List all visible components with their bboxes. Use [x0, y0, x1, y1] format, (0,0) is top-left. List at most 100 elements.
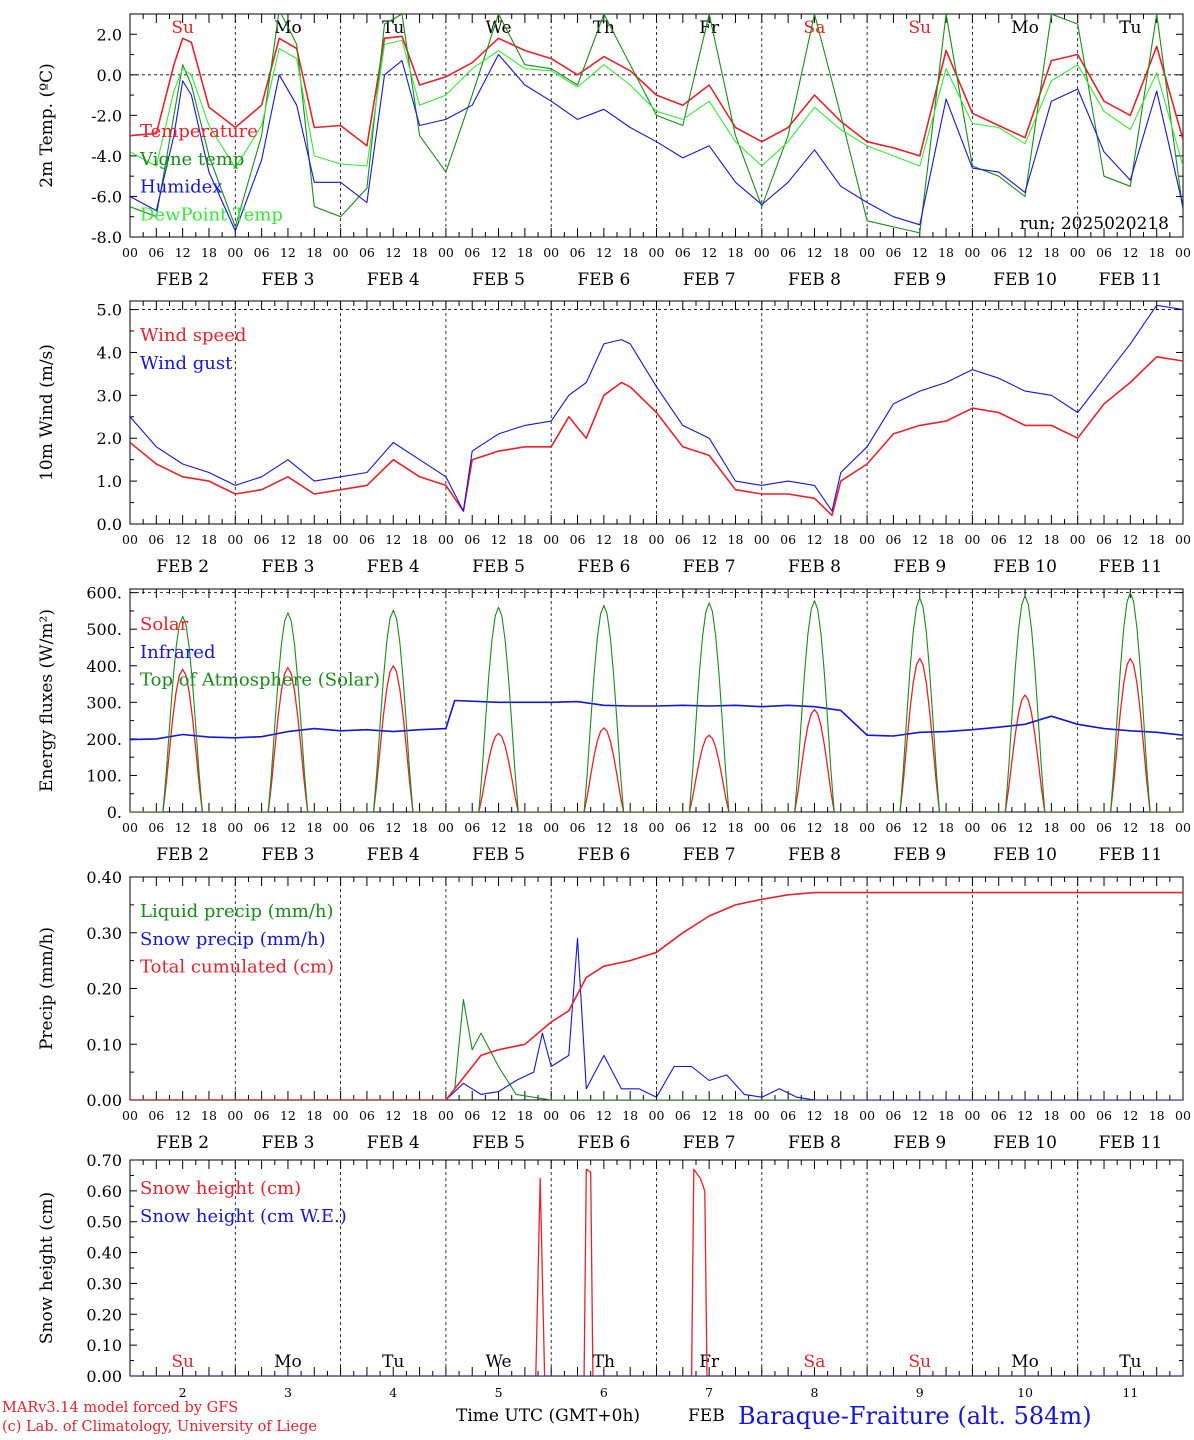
temp-hour-label: 18 — [622, 245, 638, 260]
temp-legend-entry: Vigne temp — [139, 149, 244, 170]
temp-hour-label: 18 — [728, 245, 744, 260]
energy-frame — [129, 588, 1184, 813]
precip-series-total-cumulated-cm- — [130, 891, 1183, 1100]
energy-hour-label: 12 — [280, 820, 296, 835]
precip-date-label: FEB 2 — [156, 1133, 209, 1153]
temp-hour-label: 00 — [122, 245, 138, 260]
energy-legend-entry: Infrared — [140, 642, 215, 663]
wind-hour-label: 18 — [938, 532, 954, 547]
precip-date-label: FEB 11 — [1098, 1133, 1162, 1153]
temp-hour-label: 12 — [175, 245, 191, 260]
precip-legend-entry: Total cumulated (cm) — [140, 957, 334, 978]
wind-hour-label: 06 — [359, 532, 375, 547]
temp-hour-label: 00 — [1175, 245, 1191, 260]
temp-date-label: FEB 4 — [367, 270, 420, 290]
energy-hour-label: 00 — [754, 820, 770, 835]
energy-hour-label: 00 — [333, 820, 349, 835]
precip-hour-label: 18 — [306, 1108, 322, 1123]
temp-hour-label: 06 — [254, 245, 270, 260]
energy-hour-label: 00 — [1070, 820, 1086, 835]
energy-date-label: FEB 4 — [367, 845, 420, 865]
snow-day-number: 11 — [1122, 1385, 1138, 1400]
temp-legend-entry: DewPoint Temp — [140, 204, 283, 225]
wind-hour-label: 12 — [701, 532, 717, 547]
snow-ylabel: Snow height (cm) — [37, 1192, 57, 1344]
wind-hour-label: 06 — [675, 532, 691, 547]
wind-date-label: FEB 3 — [261, 557, 314, 577]
precip-date-label: FEB 10 — [993, 1133, 1057, 1153]
wind-date-label: FEB 7 — [683, 557, 736, 577]
snow-series-snow-height-cm- — [130, 1168, 1183, 1376]
snow-ytick-label: 0.20 — [86, 1305, 122, 1324]
energy-hour-label: 00 — [1175, 820, 1191, 835]
wind-hour-label: 00 — [649, 532, 665, 547]
temp-day-name: Fr — [699, 18, 720, 38]
wind-hour-label: 06 — [464, 532, 480, 547]
wind-date-label: FEB 4 — [367, 557, 420, 577]
temp-hour-label: 06 — [885, 245, 901, 260]
wind-date-label: FEB 9 — [893, 557, 946, 577]
precip-series-snow-precip-mm-h- — [130, 937, 1183, 1100]
temp-hour-label: 00 — [227, 245, 243, 260]
precip-hour-label: 00 — [122, 1108, 138, 1123]
temp-day-name: Tu — [382, 18, 404, 38]
temp-hour-label: 00 — [649, 245, 665, 260]
precip-hour-label: 12 — [701, 1108, 717, 1123]
energy-hour-label: 18 — [517, 820, 533, 835]
temp-hour-label: 12 — [1122, 245, 1138, 260]
wind-hour-label: 06 — [148, 532, 164, 547]
precip-ytick-label: 0.20 — [86, 980, 122, 999]
precip-ytick-label: 0.10 — [86, 1035, 122, 1054]
temp-day-name: Su — [908, 18, 931, 38]
energy-hour-label: 18 — [1149, 820, 1165, 835]
wind-hour-label: 12 — [596, 532, 612, 547]
energy-hour-label: 12 — [1017, 820, 1033, 835]
precip-series-liquid-precip-mm-h- — [130, 999, 1183, 1100]
temp-legend-entry: Temperature — [140, 121, 258, 142]
energy-ytick-label: 100. — [86, 766, 122, 785]
snow-ytick-label: 0.70 — [86, 1151, 122, 1170]
energy-legend-entry: Top of Atmosphere (Solar) — [140, 670, 380, 691]
precip-hour-label: 06 — [1096, 1108, 1112, 1123]
temp-hour-label: 18 — [1149, 245, 1165, 260]
energy-hour-label: 18 — [412, 820, 428, 835]
precip-hour-label: 12 — [806, 1108, 822, 1123]
precip-hour-label: 06 — [570, 1108, 586, 1123]
wind-hour-label: 18 — [1043, 532, 1059, 547]
precip-hour-label: 06 — [780, 1108, 796, 1123]
precip-hour-label: 12 — [385, 1108, 401, 1123]
energy-hour-label: 12 — [491, 820, 507, 835]
wind-hour-label: 18 — [517, 532, 533, 547]
wind-hour-label: 00 — [543, 532, 559, 547]
energy-ylabel: Energy fluxes (W/m²) — [37, 609, 57, 792]
energy-hour-label: 12 — [806, 820, 822, 835]
wind-ytick-label: 2.0 — [97, 429, 122, 448]
precip-ytick-label: 0.40 — [86, 868, 122, 887]
precip-hour-label: 12 — [1017, 1108, 1033, 1123]
energy-hour-label: 06 — [991, 820, 1007, 835]
temp-hour-label: 18 — [1043, 245, 1059, 260]
wind-hour-label: 12 — [912, 532, 928, 547]
precip-hour-label: 12 — [491, 1108, 507, 1123]
snow-ytick-label: 0.50 — [86, 1213, 122, 1232]
precip-date-label: FEB 4 — [367, 1133, 420, 1153]
temp-day-name: Su — [171, 18, 194, 38]
snow-day-name: We — [485, 1352, 511, 1372]
snow-day-number: 4 — [389, 1385, 397, 1400]
precip-hour-label: 18 — [728, 1108, 744, 1123]
energy-date-label: FEB 9 — [893, 845, 946, 865]
energy-hour-label: 00 — [122, 820, 138, 835]
temp-ytick-label: -8.0 — [91, 228, 122, 247]
wind-date-label: FEB 6 — [577, 557, 630, 577]
temp-hour-label: 06 — [570, 245, 586, 260]
wind-hour-label: 00 — [227, 532, 243, 547]
precip-hour-label: 12 — [912, 1108, 928, 1123]
temp-hour-label: 00 — [333, 245, 349, 260]
snow-legend-entry: Snow height (cm W.E.) — [140, 1206, 347, 1227]
wind-legend-entry: Wind speed — [140, 325, 246, 346]
wind-hour-label: 00 — [333, 532, 349, 547]
energy-hour-label: 12 — [701, 820, 717, 835]
energy-date-label: FEB 6 — [577, 845, 630, 865]
temp-hour-label: 06 — [464, 245, 480, 260]
temp-date-label: FEB 2 — [156, 270, 209, 290]
